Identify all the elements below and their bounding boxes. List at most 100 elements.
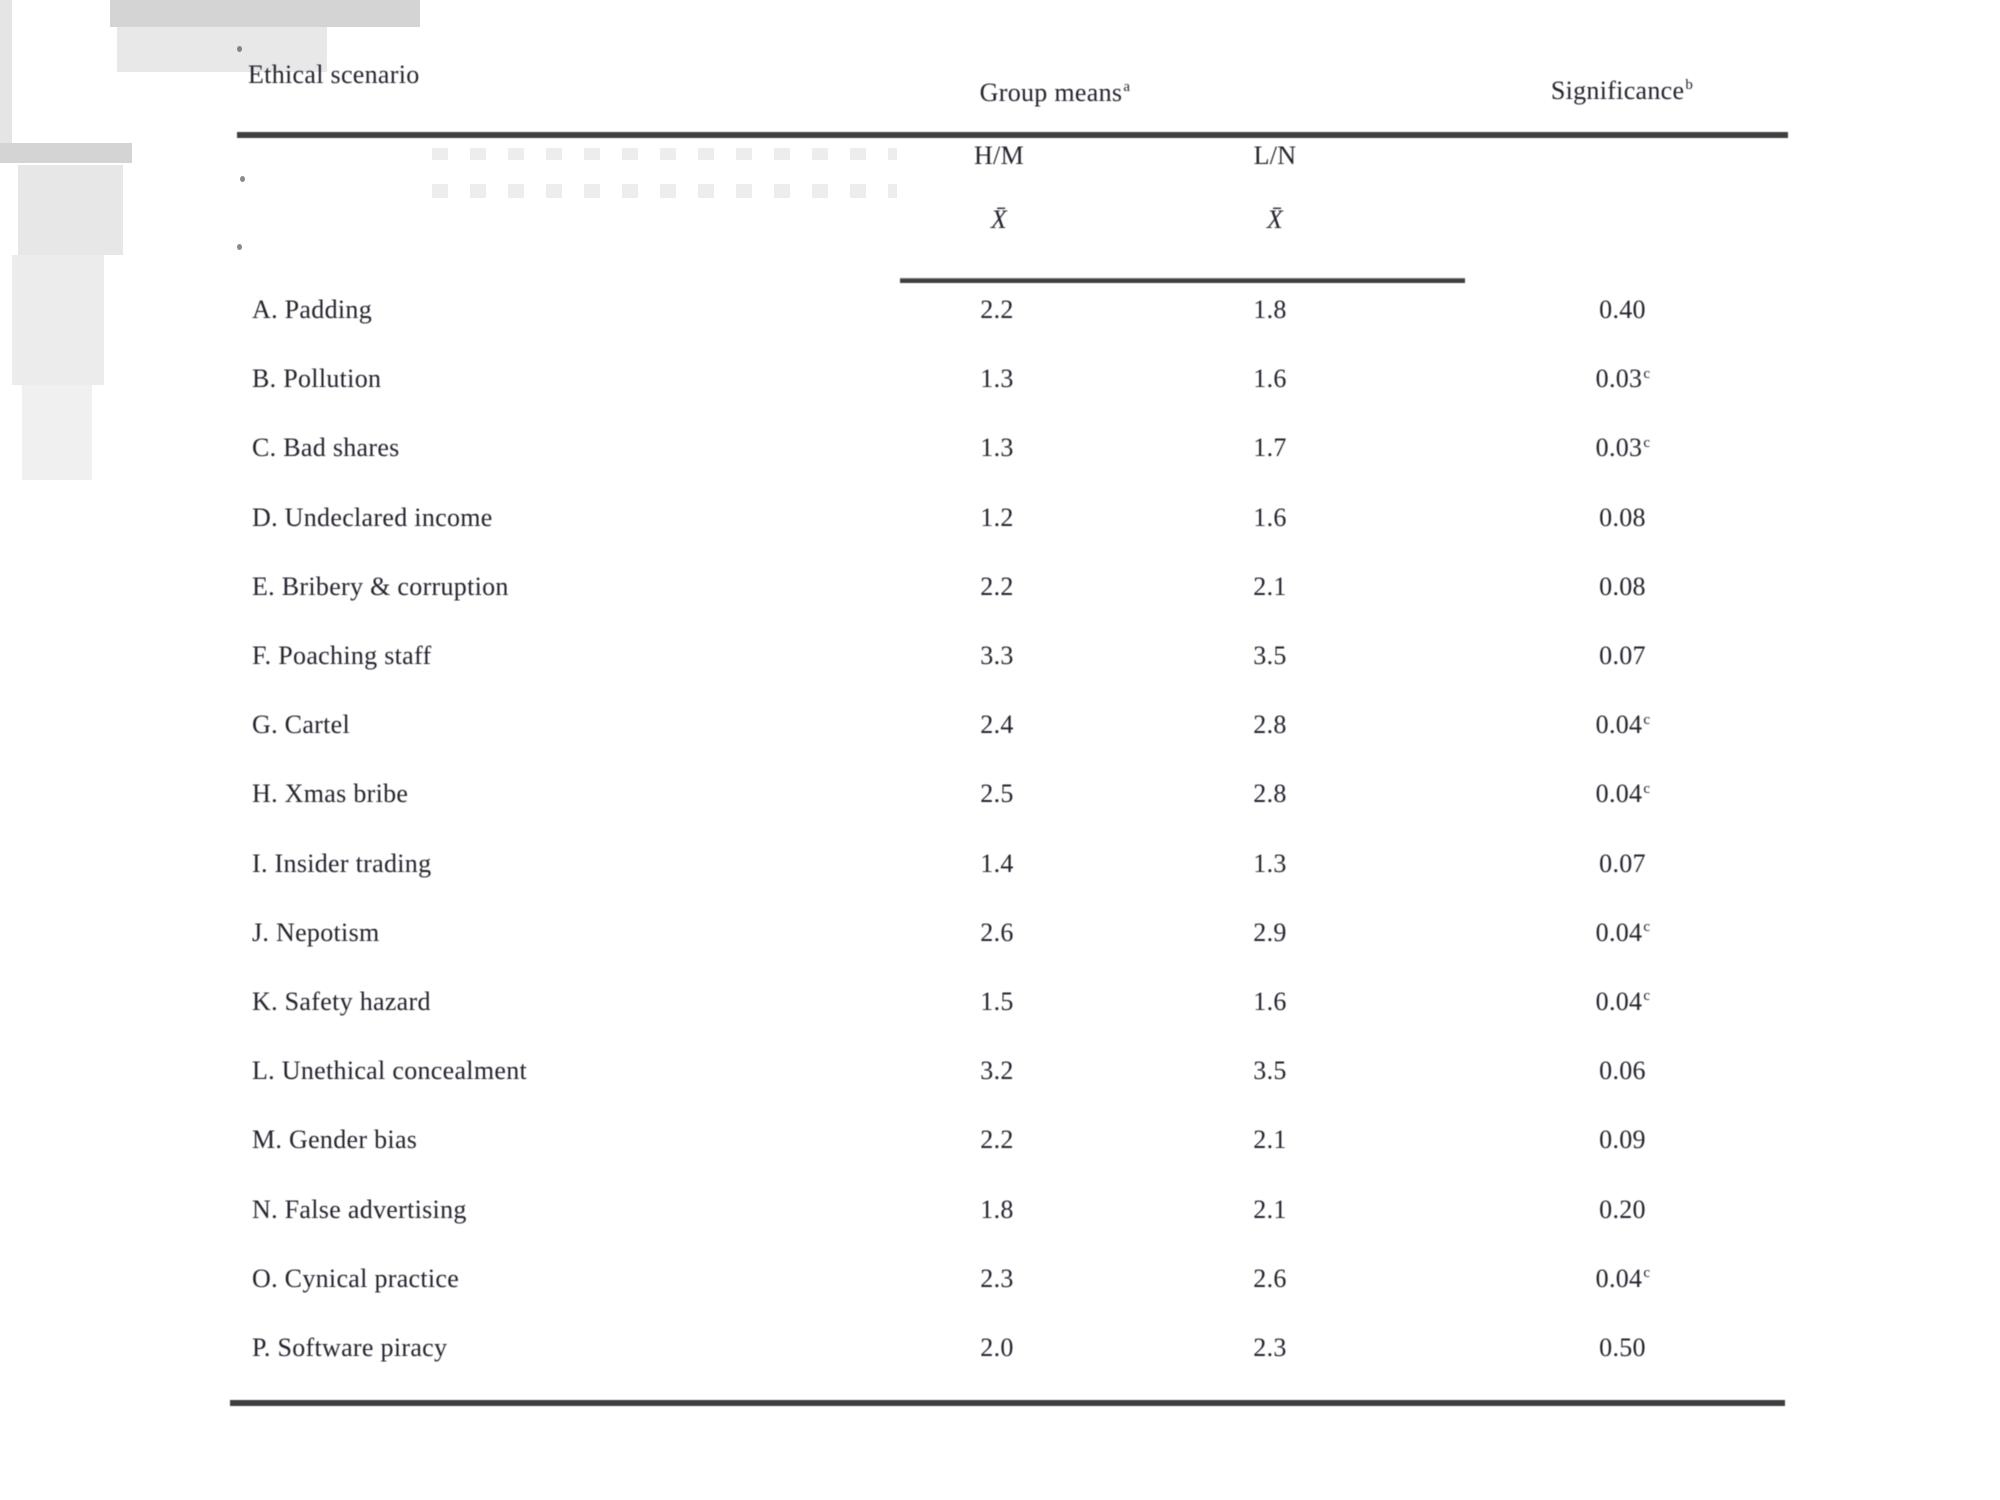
table-row: G. Cartel 2.4 2.8 0.04c <box>0 690 2000 760</box>
group-means-rule <box>900 278 1465 283</box>
scan-artifact <box>0 0 12 150</box>
significance-value: 0.20 <box>1528 1175 1718 1245</box>
group-means-label: Group means <box>979 78 1123 107</box>
table-row: O. Cynical practice 2.3 2.6 0.04c <box>0 1244 2000 1314</box>
scan-artifact <box>240 176 245 182</box>
significance-number: 0.08 <box>1599 571 1646 601</box>
ln-mean-value: 2.1 <box>1253 571 1287 601</box>
table-row: L. Unethical concealment 3.2 3.5 0.06 <box>0 1036 2000 1106</box>
significance-footnote-marker: c <box>1643 434 1651 451</box>
scan-artifact <box>22 385 92 480</box>
significance-number: 0.04 <box>1595 917 1643 947</box>
ln-mean-value: 2.6 <box>1253 1263 1287 1293</box>
significance-footnote-marker: c <box>1643 711 1651 728</box>
scan-artifact <box>12 255 104 385</box>
significance-number: 0.50 <box>1599 1333 1646 1362</box>
table-row: B. Pollution 1.3 1.6 0.03c <box>0 344 2000 414</box>
hm-mean-value: 2.6 <box>980 917 1014 947</box>
hm-mean-value: 3.3 <box>980 641 1014 670</box>
ln-mean-value: 2.8 <box>1253 779 1287 809</box>
table-row: I. Insider trading 1.4 1.3 0.07 <box>0 829 2000 899</box>
ln-mean-value: 1.8 <box>1253 295 1287 324</box>
ln-mean-value: 2.1 <box>1253 1125 1287 1155</box>
scenario-label: L. Unethical concealment <box>252 1056 528 1086</box>
table-row: K. Safety hazard 1.5 1.6 0.04c <box>0 967 2000 1037</box>
significance-footnote-marker: c <box>1643 1265 1651 1282</box>
significance-value: 0.03c <box>1528 413 1718 483</box>
ln-mean-value: 1.6 <box>1253 987 1287 1016</box>
table-row: C. Bad shares 1.3 1.7 0.03c <box>0 413 2000 483</box>
table-row: H. Xmas bribe 2.5 2.8 0.04c <box>0 759 2000 829</box>
ln-mean-value: 1.6 <box>1253 502 1287 532</box>
significance-value: 0.50 <box>1528 1313 1718 1383</box>
significance-header: Significanceb <box>1512 76 1732 106</box>
hm-mean-value: 3.2 <box>980 1056 1014 1086</box>
scenario-label: B. Pollution <box>252 364 382 394</box>
ln-mean-value: 1.6 <box>1253 364 1287 394</box>
significance-label: Significance <box>1550 76 1685 105</box>
ln-mean-value: 2.8 <box>1253 710 1287 740</box>
ln-mean-symbol: X̄ <box>1266 205 1284 234</box>
significance-number: 0.04 <box>1595 987 1643 1016</box>
hm-mean-value: 2.0 <box>980 1333 1014 1362</box>
significance-number: 0.04 <box>1595 710 1643 740</box>
table-row: M. Gender bias 2.2 2.1 0.09 <box>0 1105 2000 1175</box>
group-means-footnote-marker: a <box>1123 79 1131 96</box>
table-bottom-rule <box>230 1400 1785 1406</box>
hm-mean-value: 1.5 <box>980 987 1014 1016</box>
hm-mean-value: 2.2 <box>980 295 1014 324</box>
scan-artifact <box>18 165 123 255</box>
ln-mean-value: 2.3 <box>1253 1333 1287 1362</box>
table-row: N. False advertising 1.8 2.1 0.20 <box>0 1175 2000 1245</box>
hm-mean-value: 2.4 <box>980 710 1014 740</box>
scenario-column-header: Ethical scenario <box>248 60 420 89</box>
ln-mean-value: 2.9 <box>1253 917 1287 947</box>
ln-mean-value: 1.3 <box>1253 848 1287 878</box>
scan-artifact <box>432 148 897 160</box>
hm-mean-symbol: X̄ <box>990 205 1008 234</box>
hm-mean-value: 2.3 <box>980 1263 1014 1293</box>
scan-artifact <box>110 0 420 27</box>
significance-value: 0.04c <box>1528 1244 1718 1314</box>
significance-number: 0.04 <box>1595 779 1643 809</box>
significance-value: 0.08 <box>1528 483 1718 553</box>
table-row: A. Padding 2.2 1.8 0.40 <box>0 275 2000 345</box>
significance-footnote-marker: c <box>1643 780 1651 797</box>
table-row: F. Poaching staff 3.3 3.5 0.07 <box>0 621 2000 691</box>
significance-value: 0.09 <box>1528 1105 1718 1175</box>
scenario-label: K. Safety hazard <box>252 987 431 1016</box>
scenario-label: F. Poaching staff <box>252 641 432 670</box>
significance-number: 0.40 <box>1599 295 1646 324</box>
ln-mean-value: 1.7 <box>1253 433 1287 463</box>
hm-mean-value: 1.3 <box>980 364 1014 394</box>
ln-mean-value: 3.5 <box>1253 1056 1287 1086</box>
subcolumn-hm-header: H/M <box>973 141 1025 170</box>
significance-value: 0.07 <box>1528 829 1718 899</box>
significance-value: 0.08 <box>1528 552 1718 622</box>
hm-mean-value: 1.2 <box>980 502 1014 532</box>
scenario-label: P. Software piracy <box>252 1333 448 1362</box>
significance-number: 0.07 <box>1599 848 1646 878</box>
scenario-label: J. Nepotism <box>252 917 380 947</box>
table-row: E. Bribery & corruption 2.2 2.1 0.08 <box>0 552 2000 622</box>
ln-mean-value: 2.1 <box>1253 1194 1287 1224</box>
significance-footnote-marker: b <box>1685 77 1694 94</box>
scenario-label: M. Gender bias <box>252 1125 418 1155</box>
significance-value: 0.07 <box>1528 621 1718 691</box>
hm-mean-value: 1.3 <box>980 433 1014 463</box>
scenario-label: H. Xmas bribe <box>252 779 409 809</box>
table-row: J. Nepotism 2.6 2.9 0.04c <box>0 898 2000 968</box>
significance-value: 0.03c <box>1528 344 1718 414</box>
significance-value: 0.04c <box>1528 759 1718 829</box>
scenario-label: I. Insider trading <box>252 848 432 878</box>
scan-artifact <box>432 184 897 198</box>
significance-number: 0.06 <box>1599 1056 1646 1086</box>
significance-value: 0.04c <box>1528 967 1718 1037</box>
significance-number: 0.09 <box>1599 1125 1646 1155</box>
scenario-label: E. Bribery & corruption <box>252 571 509 601</box>
scenario-label: G. Cartel <box>252 710 351 740</box>
significance-value: 0.06 <box>1528 1036 1718 1106</box>
scenario-label: C. Bad shares <box>252 433 400 463</box>
significance-number: 0.04 <box>1595 1263 1643 1293</box>
